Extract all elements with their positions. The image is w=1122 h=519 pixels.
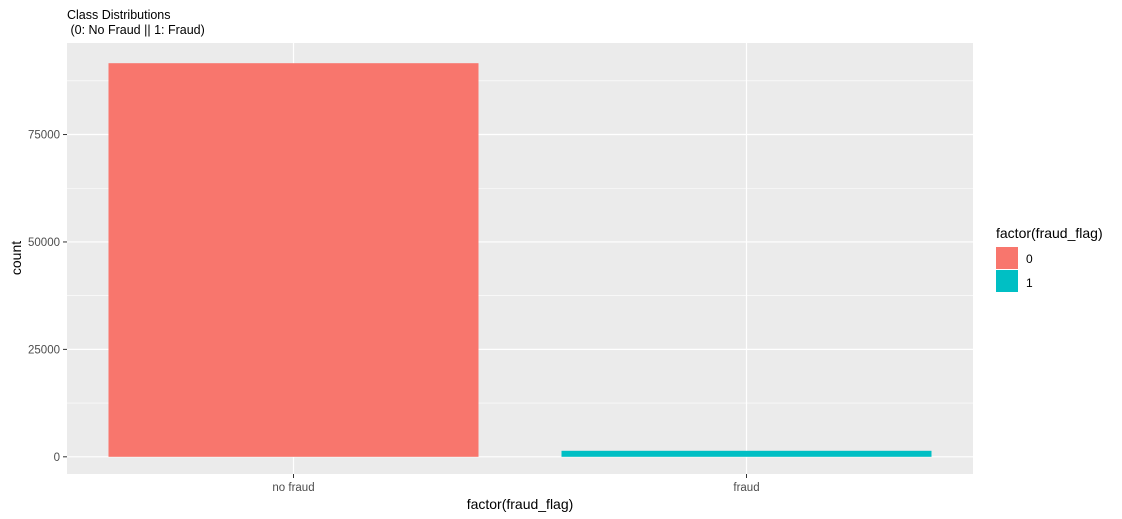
bar-fraud <box>561 450 932 457</box>
y-axis-ticks: 0 25000 50000 75000 <box>28 130 67 464</box>
y-axis-title: count <box>8 241 24 275</box>
y-tick-label: 0 <box>54 452 60 464</box>
x-axis-title: factor(fraud_flag) <box>467 496 574 512</box>
legend: factor(fraud_flag) 0 1 <box>996 225 1103 292</box>
bars <box>108 63 932 457</box>
legend-label-1: 1 <box>1026 276 1033 290</box>
legend-title: factor(fraud_flag) <box>996 225 1103 241</box>
legend-swatch-1 <box>996 270 1018 292</box>
x-axis-ticks: no fraud fraud <box>272 474 760 494</box>
x-tick-label: fraud <box>733 482 759 494</box>
bar-no-fraud <box>108 63 479 457</box>
legend-swatch-0 <box>996 247 1018 269</box>
chart-title: Class Distributions <box>67 8 171 22</box>
y-tick-label: 75000 <box>28 130 60 142</box>
chart-subtitle: (0: No Fraud || 1: Fraud) <box>67 23 205 37</box>
y-tick-label: 25000 <box>28 344 60 356</box>
legend-label-0: 0 <box>1026 252 1033 266</box>
y-tick-label: 50000 <box>28 237 60 249</box>
x-tick-label: no fraud <box>272 482 314 494</box>
